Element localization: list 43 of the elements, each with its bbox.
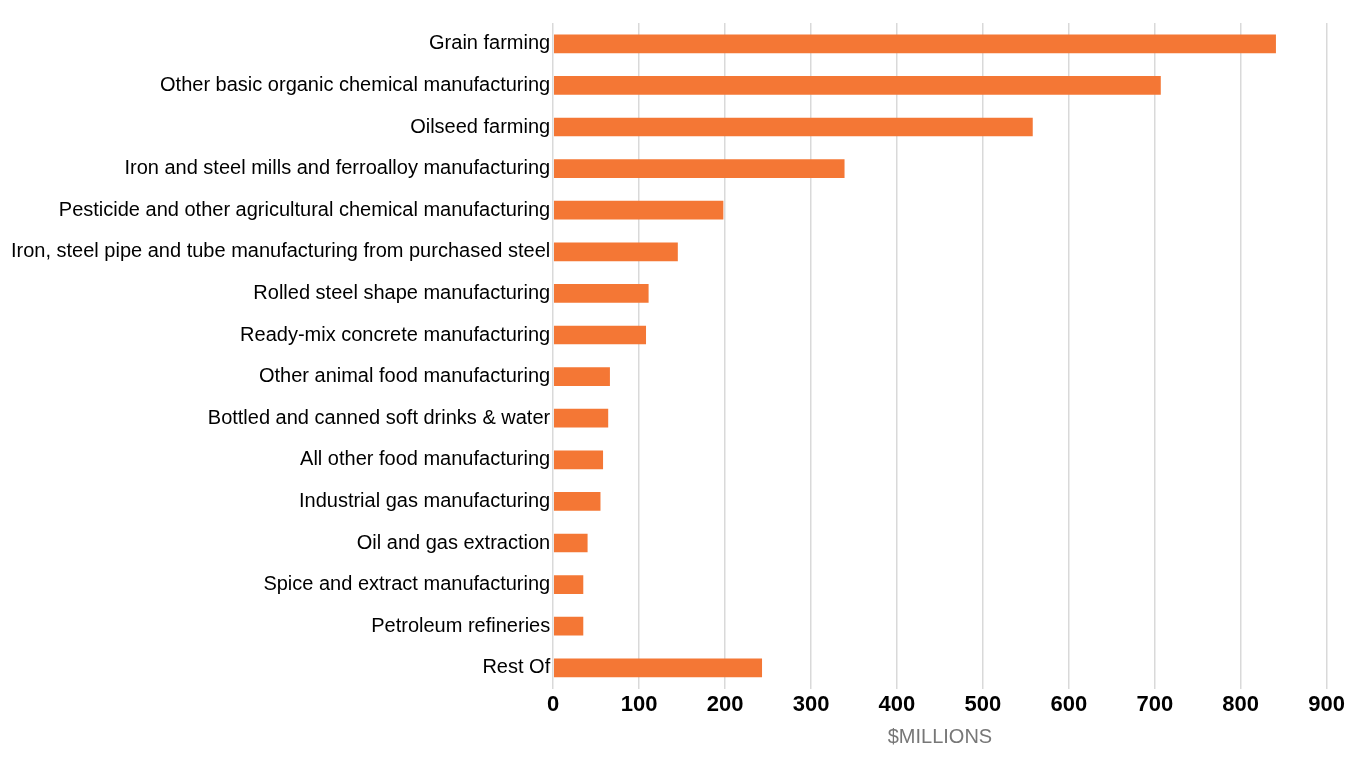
y-tick-label: Iron and steel mills and ferroalloy manufacturing (124, 156, 551, 179)
bar (553, 450, 604, 470)
x-tick-label: 400 (878, 690, 916, 716)
bar (553, 200, 724, 220)
bar (553, 34, 1276, 54)
x-tick-label: 300 (792, 690, 830, 716)
y-tick-label: Other animal food manufacturing (258, 364, 551, 387)
y-tick-label: Industrial gas manufacturing (298, 488, 551, 511)
x-tick-label: 100 (620, 690, 658, 716)
y-tick-label: Oil and gas extraction (356, 530, 551, 553)
x-tick-label: 0 (547, 690, 560, 716)
x-axis-title: $MILLIONS (887, 724, 993, 747)
y-tick-label: Pesticide and other agricultural chemical manufacturing (58, 197, 551, 220)
y-tick-label: Iron, steel pipe and tube manufacturing from purchased steel (10, 239, 551, 262)
x-tick-label: 900 (1308, 690, 1346, 716)
y-tick-label: All other food manufacturing (300, 447, 551, 470)
y-tick-label: Oilseed farming (410, 114, 551, 137)
x-tick-label: 700 (1136, 690, 1174, 716)
x-tick-label: 600 (1050, 690, 1088, 716)
y-tick-label: Grain farming (429, 31, 551, 54)
bar (553, 117, 1033, 137)
x-tick-label: 500 (964, 690, 1002, 716)
bar (553, 242, 678, 262)
y-tick-label: Bottled and canned soft drinks & water (207, 405, 551, 428)
bar (553, 533, 588, 553)
bar (553, 325, 647, 345)
bar (553, 492, 601, 511)
bar (553, 616, 584, 636)
y-tick-label: Petroleum refineries (371, 613, 551, 636)
bar (553, 408, 609, 428)
bar (553, 367, 610, 386)
bar (553, 159, 845, 178)
bar (553, 575, 584, 594)
y-tick-label: Other basic organic chemical manufacturing (160, 72, 551, 95)
y-tick-label: Spice and extract manufacturing (263, 572, 551, 595)
y-tick-label: Rest Of (482, 655, 551, 678)
x-tick-label: 800 (1222, 690, 1260, 716)
bar (553, 658, 763, 678)
bar (553, 76, 1161, 95)
y-tick-label: Ready-mix concrete manufacturing (240, 322, 551, 345)
bar (553, 284, 649, 303)
x-tick-label: 200 (706, 690, 744, 716)
y-tick-label: Rolled steel shape manufacturing (253, 280, 551, 303)
